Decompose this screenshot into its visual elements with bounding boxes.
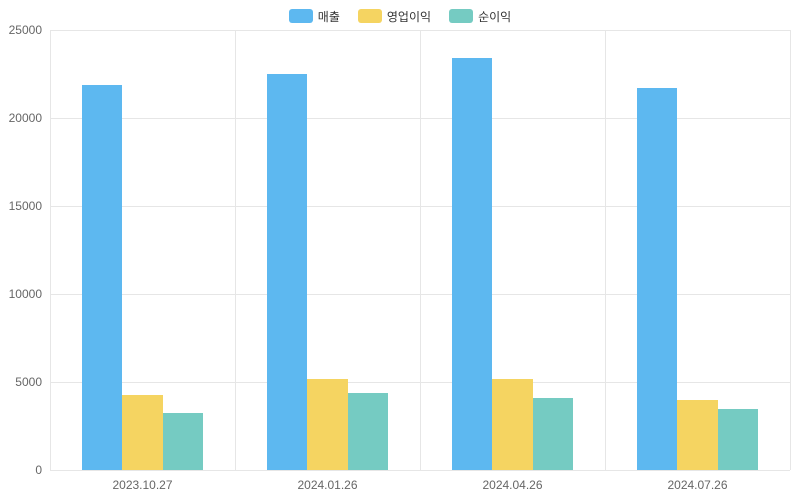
bar: [82, 85, 122, 470]
y-tick-label: 20000: [9, 111, 42, 125]
legend-swatch-revenue: [289, 9, 313, 23]
legend-swatch-net-profit: [449, 9, 473, 23]
group-separator: [50, 30, 51, 470]
bar: [637, 88, 677, 470]
y-tick-label: 0: [35, 463, 42, 477]
legend-item-net-profit: 순이익: [449, 8, 511, 25]
legend: 매출 영업이익 순이익: [0, 0, 800, 26]
bar: [533, 398, 573, 470]
group-separator: [605, 30, 606, 470]
legend-item-operating-profit: 영업이익: [358, 8, 431, 25]
x-tick-label: 2023.10.27: [112, 478, 172, 492]
x-axis: 2023.10.27 2024.01.26 2024.04.26 2024.07.26: [50, 470, 790, 500]
bar: [122, 395, 162, 470]
bar: [163, 413, 203, 470]
x-tick-label: 2024.07.26: [667, 478, 727, 492]
x-tick-label: 2024.01.26: [297, 478, 357, 492]
group-separator: [790, 30, 791, 470]
bar: [452, 58, 492, 470]
legend-label-operating-profit: 영업이익: [387, 8, 431, 25]
chart-container: 매출 영업이익 순이익 0500010000150002000025000 20…: [0, 0, 800, 500]
group-separator: [235, 30, 236, 470]
plot-area: 0500010000150002000025000: [50, 30, 790, 470]
bar: [718, 409, 758, 470]
legend-item-revenue: 매출: [289, 8, 340, 25]
bar: [348, 393, 388, 470]
legend-swatch-operating-profit: [358, 9, 382, 23]
y-tick-label: 15000: [9, 199, 42, 213]
y-tick-label: 5000: [15, 375, 42, 389]
bar: [492, 379, 532, 470]
x-tick-label: 2024.04.26: [482, 478, 542, 492]
y-tick-label: 10000: [9, 287, 42, 301]
bar: [267, 74, 307, 470]
group-separator: [420, 30, 421, 470]
bar: [677, 400, 717, 470]
y-tick-label: 25000: [9, 23, 42, 37]
legend-label-revenue: 매출: [318, 8, 340, 25]
bar: [307, 379, 347, 470]
legend-label-net-profit: 순이익: [478, 8, 511, 25]
